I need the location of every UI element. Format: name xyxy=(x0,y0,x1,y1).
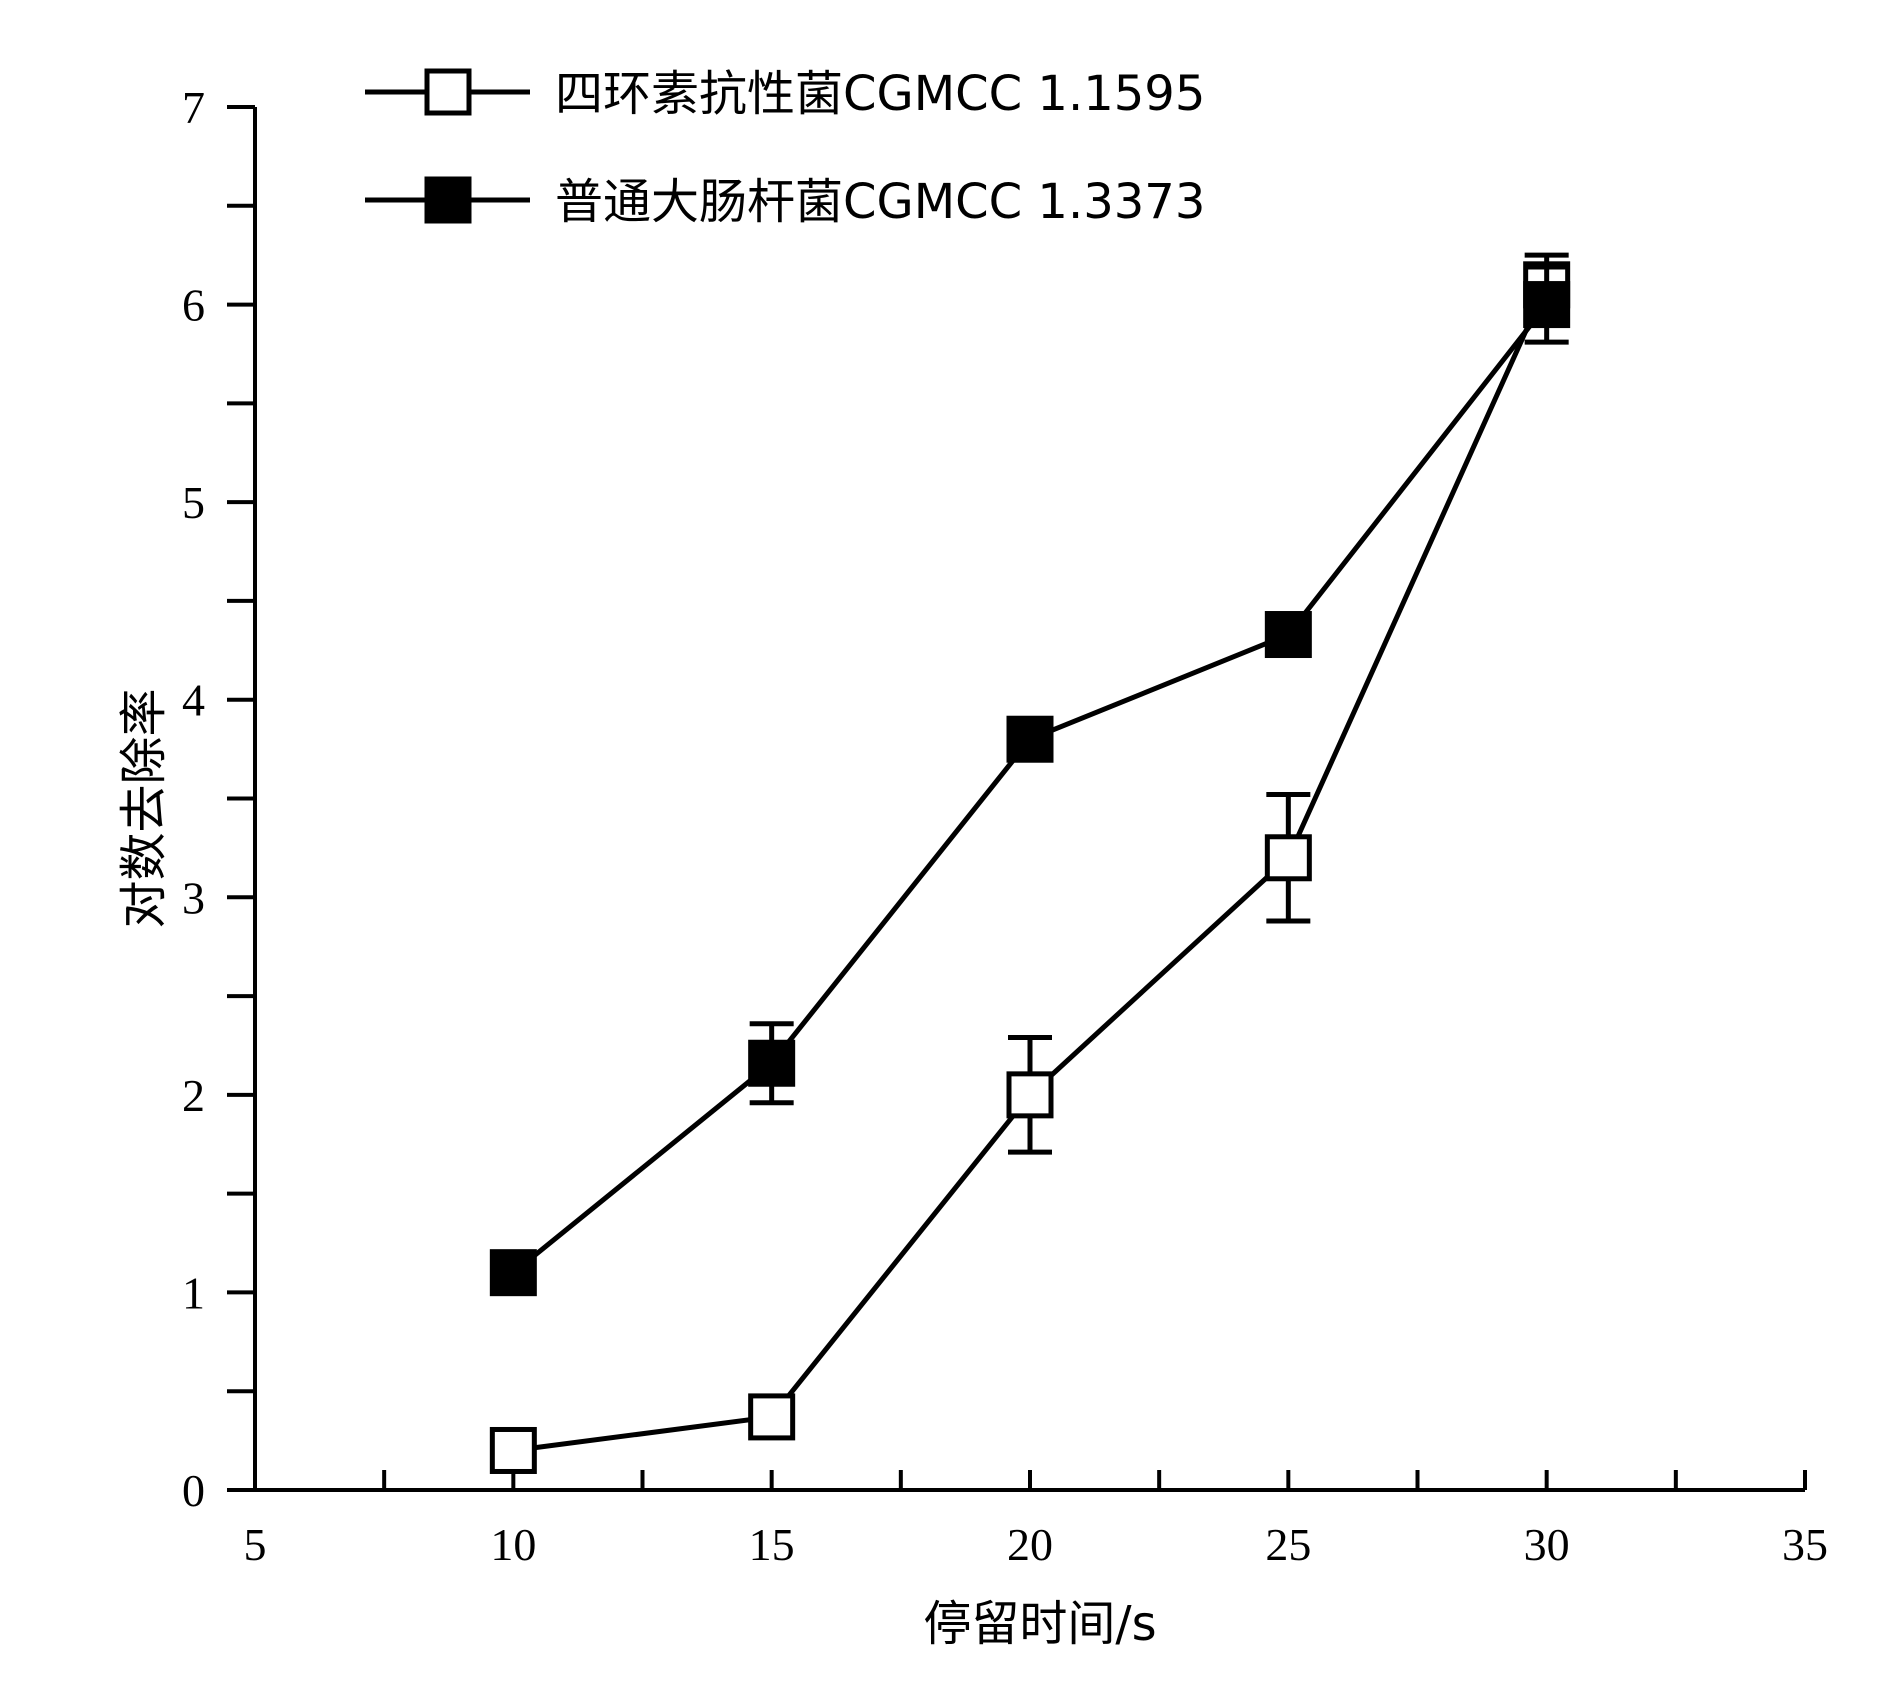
open-square-marker xyxy=(1264,834,1312,882)
series-0 xyxy=(489,252,1571,1474)
legend-item: 普通大肠杆菌CGMCC 1.3373 xyxy=(365,174,1205,230)
series-1 xyxy=(489,264,1571,1297)
filled-square-marker xyxy=(1006,715,1054,763)
legend-label: 四环素抗性菌CGMCC 1.1595 xyxy=(555,66,1205,122)
x-tick-label: 30 xyxy=(1524,1519,1570,1570)
x-tick-label: 10 xyxy=(490,1519,536,1570)
open-square-marker xyxy=(489,1426,537,1474)
y-tick-label: 6 xyxy=(182,280,205,331)
x-tick-label: 25 xyxy=(1265,1519,1311,1570)
y-tick-label: 7 xyxy=(182,82,205,133)
x-tick-label: 5 xyxy=(244,1519,267,1570)
x-tick-label: 35 xyxy=(1782,1519,1828,1570)
legend-item: 四环素抗性菌CGMCC 1.1595 xyxy=(365,66,1205,122)
filled-square-marker xyxy=(424,176,472,224)
open-square-marker xyxy=(1006,1071,1054,1119)
y-tick-label: 3 xyxy=(182,872,205,923)
x-tick-label: 15 xyxy=(749,1519,795,1570)
y-tick-label: 0 xyxy=(182,1465,205,1516)
y-tick-label: 1 xyxy=(182,1267,205,1318)
y-tick-label: 5 xyxy=(182,477,205,528)
filled-square-marker xyxy=(1523,281,1571,329)
filled-square-marker xyxy=(1264,611,1312,659)
series-layer xyxy=(489,252,1571,1474)
series-line xyxy=(513,283,1549,1453)
filled-square-marker xyxy=(748,1039,796,1087)
axes xyxy=(253,107,1805,1492)
ticks: 0 1 2 3 4 5 6 7 5 10 15 20 25 30 35 xyxy=(182,82,1828,1570)
legend-label: 普通大肠杆菌CGMCC 1.3373 xyxy=(555,174,1205,230)
x-tick-label: 20 xyxy=(1007,1519,1053,1570)
open-square-marker xyxy=(748,1393,796,1441)
y-tick-label: 4 xyxy=(182,675,205,726)
filled-square-marker xyxy=(489,1249,537,1297)
x-axis-title: 停留时间/s xyxy=(923,1596,1156,1652)
open-square-marker xyxy=(424,68,472,116)
y-axis-title: 对数去除率 xyxy=(116,688,172,928)
legend: 四环素抗性菌CGMCC 1.1595 普通大肠杆菌CGMCC 1.3373 xyxy=(365,66,1205,230)
y-tick-label: 2 xyxy=(182,1070,205,1121)
